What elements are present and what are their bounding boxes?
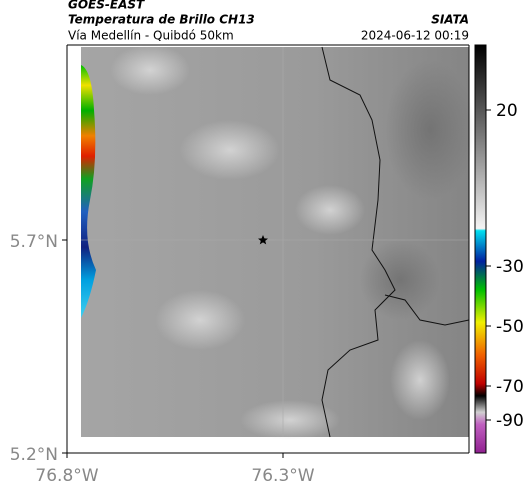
colorbar-tick-label: -70 (496, 377, 524, 397)
title: GOES-EAST (68, 0, 145, 12)
map-image (81, 45, 475, 440)
map-frame (62, 44, 470, 458)
lat-label: 5.7°N (10, 232, 58, 252)
source: SIATA (431, 13, 469, 27)
colorbar-tick-label: 20 (496, 101, 518, 121)
colorbar-tick-label: -30 (496, 257, 524, 277)
colorbar-tick-label: -50 (496, 317, 524, 337)
colorbar-tick-label: -90 (496, 411, 524, 431)
lat-label: 5.2°N (10, 445, 58, 465)
colorbar (474, 44, 487, 454)
subtitle: Temperatura de Brillo CH13 (68, 13, 255, 27)
lon-label: 76.3°W (251, 466, 314, 486)
location: Vía Medellín - Quibdó 50km (68, 29, 234, 43)
lon-label: 76.8°W (35, 466, 98, 486)
datetime: 2024-06-12 00:19 (361, 29, 469, 43)
